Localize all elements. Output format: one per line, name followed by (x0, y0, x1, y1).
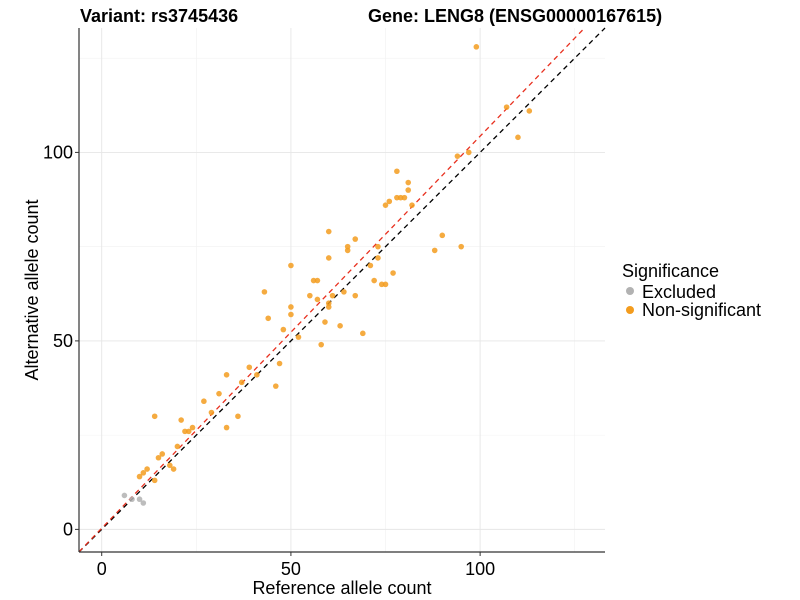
point-non-significant (405, 179, 412, 186)
x-axis-title: Reference allele count (252, 578, 431, 598)
point-non-significant (322, 319, 328, 325)
point-non-significant (401, 194, 408, 201)
point-non-significant (386, 198, 393, 205)
point-non-significant (185, 428, 192, 435)
fit-line (78, 27, 586, 553)
point-non-significant (201, 398, 207, 405)
point-non-significant (454, 153, 461, 159)
variant-title: Variant: rs3745436 (80, 6, 238, 26)
point-non-significant (254, 372, 260, 378)
legend-title: Significance (622, 261, 719, 281)
legend: Significance Excluded Non-significant (622, 261, 761, 320)
point-non-significant (223, 372, 230, 378)
point-non-significant (174, 443, 181, 450)
point-non-significant (458, 243, 465, 250)
point-non-significant (409, 202, 415, 208)
y-tick-label: 0 (63, 519, 73, 539)
point-non-significant (272, 383, 279, 389)
point-non-significant (341, 289, 347, 295)
point-non-significant (318, 341, 324, 348)
point-non-significant (151, 413, 158, 420)
point-non-significant (375, 243, 381, 250)
point-non-significant (159, 451, 166, 457)
point-non-significant (360, 330, 366, 337)
point-non-significant (390, 270, 396, 276)
point-excluded (129, 496, 135, 503)
point-non-significant (367, 262, 374, 269)
point-non-significant (189, 424, 196, 431)
legend-key-non-significant (626, 306, 634, 314)
x-tick-label: 50 (281, 559, 301, 579)
y-tick-label: 50 (53, 331, 73, 351)
point-non-significant (382, 202, 389, 208)
point-non-significant (288, 311, 294, 318)
grid-lines (79, 28, 605, 552)
point-non-significant (526, 108, 533, 114)
point-non-significant (329, 292, 336, 299)
point-non-significant (208, 409, 215, 416)
point-non-significant (405, 187, 412, 193)
point-non-significant (371, 277, 377, 284)
point-non-significant (325, 300, 332, 306)
point-non-significant (170, 466, 177, 472)
point-non-significant (352, 236, 359, 242)
point-non-significant (238, 379, 245, 386)
point-non-significant (337, 323, 343, 329)
point-non-significant (375, 255, 381, 261)
y-axis-title: Alternative allele count (22, 199, 42, 380)
point-non-significant (140, 470, 147, 476)
point-non-significant (503, 104, 510, 110)
point-non-significant (246, 364, 253, 371)
point-non-significant (144, 466, 150, 472)
point-non-significant (265, 315, 272, 322)
x-tick-label: 100 (465, 559, 495, 579)
x-axis-ticks: 0 50 100 (97, 552, 495, 579)
point-non-significant (325, 228, 332, 235)
point-non-significant (325, 255, 332, 261)
point-non-significant (352, 292, 359, 299)
point-excluded (140, 500, 147, 506)
point-non-significant (515, 134, 521, 141)
point-non-significant (216, 390, 222, 397)
point-non-significant (288, 262, 294, 269)
point-non-significant (167, 462, 173, 469)
point-non-significant (394, 168, 400, 175)
point-non-significant (439, 232, 446, 239)
point-non-significant (314, 296, 321, 303)
data-points (121, 44, 533, 506)
point-non-significant (288, 304, 294, 310)
point-non-significant (261, 289, 268, 295)
point-non-significant (223, 424, 230, 431)
gene-title: Gene: LENG8 (ENSG00000167615) (368, 6, 662, 26)
legend-label-excluded: Excluded (642, 282, 716, 302)
point-non-significant (235, 413, 241, 420)
point-excluded (121, 492, 128, 499)
y-tick-label: 100 (43, 142, 73, 162)
point-non-significant (382, 281, 389, 288)
point-non-significant (431, 247, 438, 254)
y-axis-ticks: 0 50 100 (43, 142, 79, 539)
point-non-significant (295, 334, 302, 340)
point-non-significant (178, 417, 184, 423)
point-non-significant (151, 477, 158, 484)
point-non-significant (465, 149, 472, 156)
point-non-significant (155, 454, 162, 461)
point-non-significant (276, 360, 283, 367)
point-excluded (136, 496, 143, 503)
point-non-significant (344, 243, 351, 250)
point-non-significant (136, 473, 143, 480)
point-non-significant (307, 292, 313, 299)
point-non-significant (280, 326, 287, 333)
x-tick-label: 0 (97, 559, 107, 579)
legend-key-excluded (626, 287, 634, 295)
point-non-significant (314, 277, 321, 284)
legend-label-non-significant: Non-significant (642, 300, 761, 320)
point-non-significant (473, 44, 480, 50)
